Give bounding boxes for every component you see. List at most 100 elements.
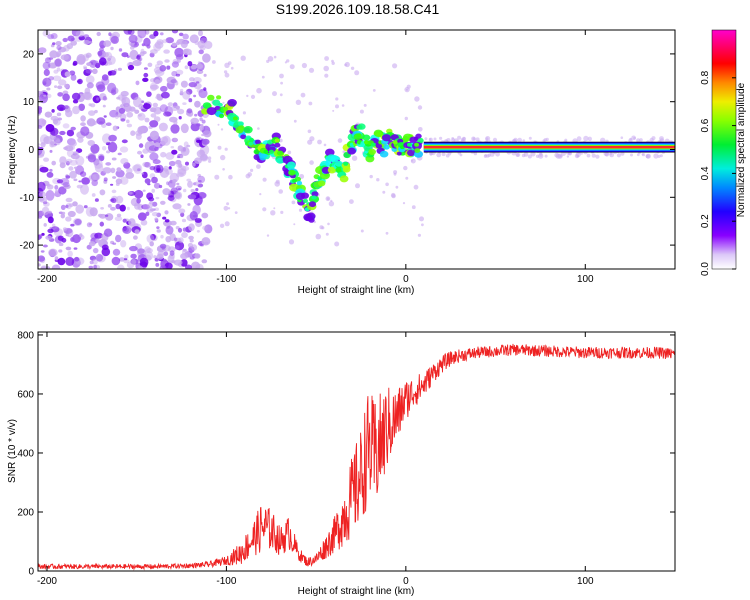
noise-blob [93, 159, 103, 169]
noise-blob [68, 166, 74, 171]
noise-blob [137, 112, 146, 121]
ridge-halo [604, 152, 610, 157]
faint-scatter [404, 86, 410, 93]
noise-blob [60, 213, 65, 219]
trail-blob [287, 161, 296, 169]
noise-blob [182, 90, 191, 100]
noise-blob [71, 92, 81, 101]
faint-scatter [331, 61, 335, 65]
noise-blob [171, 179, 177, 184]
faint-scatter [355, 183, 360, 189]
noise-blob [181, 232, 188, 238]
noise-blob [180, 253, 189, 260]
noise-blob [89, 260, 94, 265]
faint-scatter [300, 92, 306, 98]
ridge-halo [530, 151, 536, 157]
faint-scatter [291, 200, 296, 205]
ridge-halo [545, 137, 549, 142]
noise-blob [202, 53, 211, 63]
faint-scatter [280, 210, 284, 214]
noise-blob [192, 204, 201, 215]
noise-blob [166, 65, 171, 70]
colorbar-tick-label: 0.0 [700, 262, 711, 276]
noise-blob [197, 173, 201, 177]
noise-blob [175, 105, 180, 110]
noise-blob [103, 177, 108, 182]
noise-blob [144, 161, 151, 168]
noise-blob [53, 69, 59, 74]
ridge-halo [528, 136, 532, 140]
faint-scatter [354, 70, 360, 76]
noise-blob [49, 226, 53, 229]
y-tick-label: 200 [17, 507, 34, 518]
y-tick-label: 400 [17, 448, 34, 459]
noise-blob [112, 242, 117, 245]
noise-blob [62, 93, 70, 102]
noise-blob [178, 116, 182, 120]
figure-title: S199.2026.109.18.58.C41 [275, 1, 440, 17]
noise-blob [149, 82, 158, 92]
noise-blob [62, 227, 68, 231]
noise-blob [38, 108, 42, 114]
noise-blob [57, 85, 63, 90]
noise-blob [70, 223, 75, 227]
faint-scatter [288, 239, 295, 245]
noise-blob [59, 178, 70, 186]
noise-blob [187, 180, 193, 188]
noise-blob [184, 65, 189, 70]
trail-blob [238, 121, 244, 126]
noise-blob [189, 211, 198, 221]
noise-blob [127, 64, 135, 71]
faint-scatter [419, 216, 424, 222]
noise-blob [103, 179, 108, 184]
noise-blob [70, 140, 77, 147]
noise-blob [65, 175, 71, 179]
noise-blob [153, 165, 161, 173]
noise-blob [65, 246, 72, 251]
faint-scatter [413, 184, 419, 190]
noise-blob [92, 258, 98, 265]
y-tick-label: 800 [17, 330, 34, 341]
faint-scatter [286, 59, 290, 63]
noise-blob [193, 94, 197, 98]
noise-blob [134, 202, 141, 210]
trail-blob [248, 141, 254, 146]
noise-blob [180, 123, 189, 134]
noise-blob [142, 189, 146, 192]
noise-blob [87, 140, 95, 146]
faint-scatter [219, 223, 225, 228]
noise-blob [40, 142, 46, 148]
noise-blob [156, 39, 164, 45]
noise-blob [60, 204, 66, 210]
noise-blob [85, 54, 90, 58]
faint-scatter [267, 56, 274, 62]
noise-blob [86, 244, 92, 250]
noise-blob [65, 204, 69, 208]
noise-blob [38, 191, 46, 198]
faint-scatter [222, 168, 225, 171]
faint-scatter [308, 101, 313, 106]
trail-blob [288, 169, 296, 176]
noise-blob [147, 203, 153, 209]
noise-blob [186, 108, 193, 114]
noise-blob [172, 203, 182, 210]
trail-blob [240, 134, 247, 140]
ridge-halo [441, 152, 446, 157]
noise-blob [201, 259, 208, 264]
noise-blob [183, 48, 189, 54]
noise-blob [147, 62, 153, 67]
trail-core [343, 161, 349, 166]
x-tick-label: -100 [216, 576, 236, 587]
trail-core [263, 149, 269, 154]
ridge-halo [616, 153, 622, 158]
noise-blob [90, 60, 99, 66]
noise-blob [141, 43, 146, 47]
colorbar-tick-label: 0.6 [700, 118, 711, 132]
noise-blob [175, 69, 184, 76]
faint-scatter [273, 207, 276, 210]
noise-blob [72, 62, 77, 66]
noise-blob [126, 119, 130, 124]
faint-scatter [223, 70, 228, 74]
faint-scatter [315, 233, 322, 240]
noise-blob [148, 145, 158, 152]
